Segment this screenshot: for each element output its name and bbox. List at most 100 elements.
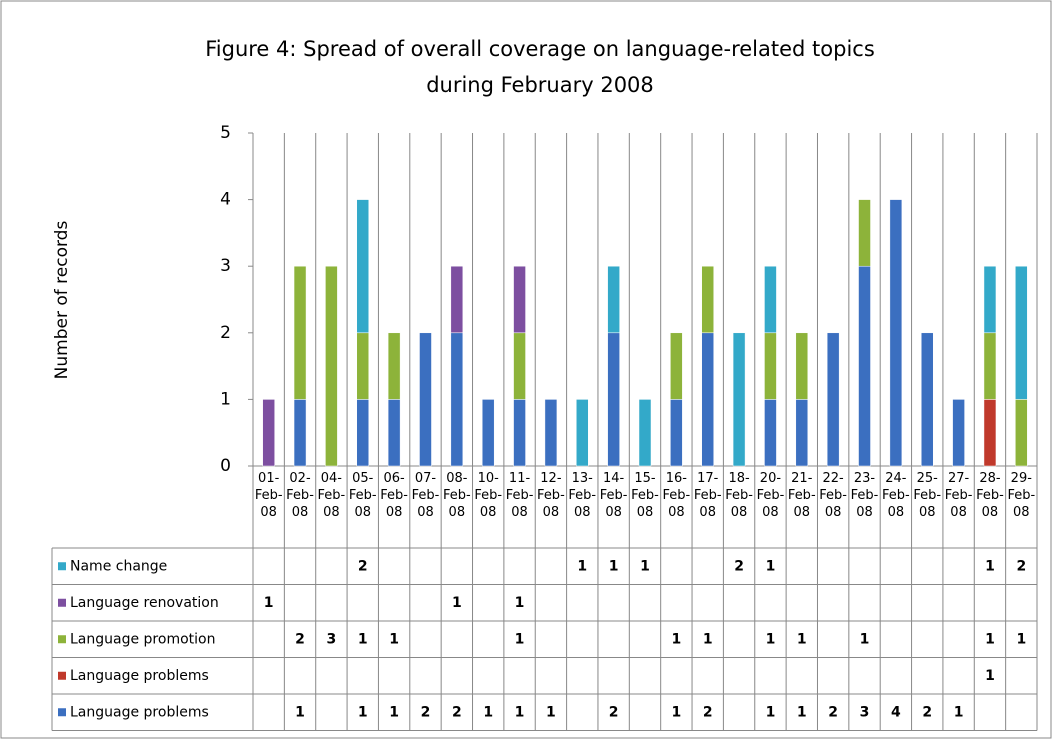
bar-segment: [607, 265, 620, 334]
table-value: 1: [515, 631, 525, 647]
bar-segment: [764, 332, 777, 400]
table-value: 1: [515, 595, 525, 611]
bar-segment: [826, 332, 840, 467]
table-value: 1: [389, 704, 399, 720]
table-value: 1: [985, 631, 995, 647]
legend-swatch: [58, 598, 66, 607]
bar-segment: [983, 399, 997, 467]
bar-segment: [544, 399, 558, 467]
table-value: 1: [985, 558, 995, 574]
table-value: 1: [452, 595, 462, 611]
x-tick-label-box: 14-Feb-08: [599, 471, 628, 520]
x-tick-label-box: 29-Feb-08: [1007, 471, 1036, 520]
table-value: 2: [421, 704, 431, 720]
bar-segment: [481, 399, 495, 467]
table-value: 1: [295, 704, 305, 720]
table-value: 2: [452, 704, 462, 720]
x-tick-label: 02-Feb-08: [286, 471, 314, 520]
table-value: 1: [797, 631, 807, 647]
table-value: 1: [860, 631, 870, 647]
table-value: 2: [295, 631, 305, 647]
table-value: 1: [766, 631, 776, 647]
x-tick-label: 05-Feb-08: [348, 471, 377, 520]
bar-segment: [450, 265, 464, 334]
table-value: 2: [922, 704, 932, 720]
table-value: 1: [358, 704, 368, 720]
table-value: 1: [1016, 631, 1026, 647]
legend-label: Language promotion: [70, 631, 215, 647]
x-tick-label: 11-Feb-08: [505, 471, 534, 520]
x-tick-label: 22-Feb-08: [819, 471, 847, 520]
table-value: 1: [985, 668, 995, 684]
x-tick-label: 04-Feb-08: [317, 471, 346, 520]
x-tick-label-box: 01-Feb-08: [255, 471, 283, 520]
bar-segment: [387, 399, 401, 467]
bar-segment: [858, 199, 871, 267]
table-value: 2: [609, 704, 619, 720]
bar-segment: [764, 399, 777, 467]
x-tick-label: 15-Feb-08: [631, 471, 659, 520]
bar-segment: [607, 332, 620, 467]
bar-segment: [764, 265, 777, 334]
x-tick-label: 16-Feb-08: [662, 471, 691, 520]
x-tick-label-box: 27-Feb-08: [945, 471, 973, 520]
x-tick-label: 12-Feb-08: [537, 471, 565, 520]
x-tick-label: 24-Feb-08: [882, 471, 910, 520]
legend-label: Name change: [70, 558, 167, 574]
bar-segment: [795, 332, 809, 400]
legend-label: Language problems: [70, 704, 209, 720]
x-tick-label-box: 17-Feb-08: [693, 471, 722, 520]
bar-segment: [920, 332, 934, 467]
y-tick-label: 0: [220, 456, 231, 476]
bar-segment: [419, 332, 432, 467]
bar-segment: [670, 399, 683, 467]
x-tick-label-box: 18-Feb-08: [725, 471, 753, 520]
bar-segment: [356, 399, 370, 467]
x-tick-label-box: 05-Feb-08: [348, 471, 377, 520]
x-tick-label: 29-Feb-08: [1007, 471, 1036, 520]
x-tick-label-box: 11-Feb-08: [505, 471, 534, 520]
x-tick-label: 18-Feb-08: [725, 471, 753, 520]
y-tick-label: 3: [220, 256, 231, 276]
legend-swatch: [58, 671, 66, 680]
x-tick-label-box: 06-Feb-08: [380, 471, 408, 520]
x-tick-label: 07-Feb-08: [411, 471, 440, 520]
x-tick-label-box: 12-Feb-08: [537, 471, 565, 520]
x-tick-label: 23-Feb-08: [850, 471, 879, 520]
table-value: 1: [954, 704, 964, 720]
x-tick-label: 28-Feb-08: [976, 471, 1004, 520]
table-value: 2: [1016, 558, 1026, 574]
table-value: 1: [797, 704, 807, 720]
x-tick-label: 17-Feb-08: [693, 471, 722, 520]
x-tick-label: 21-Feb-08: [787, 471, 816, 520]
bar-segment: [513, 265, 526, 334]
bar-segment: [576, 399, 589, 467]
chart-title: Figure 4: Spread of overall coverage on …: [205, 37, 875, 61]
x-tick-label: 08-Feb-08: [442, 471, 471, 520]
bar-segment: [513, 399, 526, 467]
x-tick-label: 25-Feb-08: [913, 471, 942, 520]
bar-segment: [1015, 265, 1028, 400]
table-value: 1: [483, 704, 493, 720]
bar-segment: [356, 199, 370, 334]
bar-segment: [513, 332, 526, 400]
x-tick-label: 06-Feb-08: [380, 471, 408, 520]
bar-segment: [952, 399, 965, 467]
table-value: 2: [734, 558, 744, 574]
bar-segment: [983, 332, 997, 400]
table-value: 1: [703, 631, 713, 647]
legend-swatch: [58, 708, 66, 717]
x-tick-label: 10-Feb-08: [474, 471, 503, 520]
x-tick-label-box: 22-Feb-08: [819, 471, 847, 520]
bar-segment: [701, 332, 714, 467]
x-tick-label-box: 13-Feb-08: [568, 471, 597, 520]
bar-segment: [670, 332, 683, 400]
x-tick-label: 13-Feb-08: [568, 471, 597, 520]
table-value: 3: [327, 631, 337, 647]
table-value: 1: [577, 558, 587, 574]
x-tick-label: 14-Feb-08: [599, 471, 628, 520]
legend-swatch: [58, 635, 66, 644]
table-value: 1: [640, 558, 650, 574]
bar-segment: [889, 199, 903, 467]
bar-segment: [325, 265, 338, 467]
